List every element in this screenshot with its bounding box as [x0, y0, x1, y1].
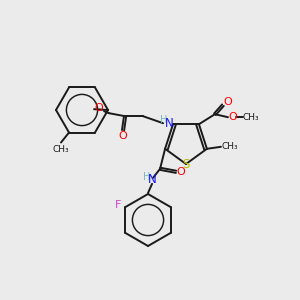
Text: O: O: [229, 112, 237, 122]
Text: CH₃: CH₃: [243, 113, 259, 122]
Text: CH₃: CH₃: [53, 145, 69, 154]
Text: H: H: [143, 172, 151, 182]
Text: N: N: [148, 173, 157, 186]
Text: O: O: [224, 97, 232, 107]
Text: O: O: [119, 131, 128, 141]
Text: CH₃: CH₃: [222, 142, 238, 151]
Text: H: H: [160, 115, 168, 125]
Text: N: N: [165, 117, 173, 130]
Text: F: F: [115, 200, 122, 210]
Text: O: O: [177, 167, 185, 177]
Text: O: O: [95, 103, 103, 113]
Text: S: S: [182, 158, 190, 172]
